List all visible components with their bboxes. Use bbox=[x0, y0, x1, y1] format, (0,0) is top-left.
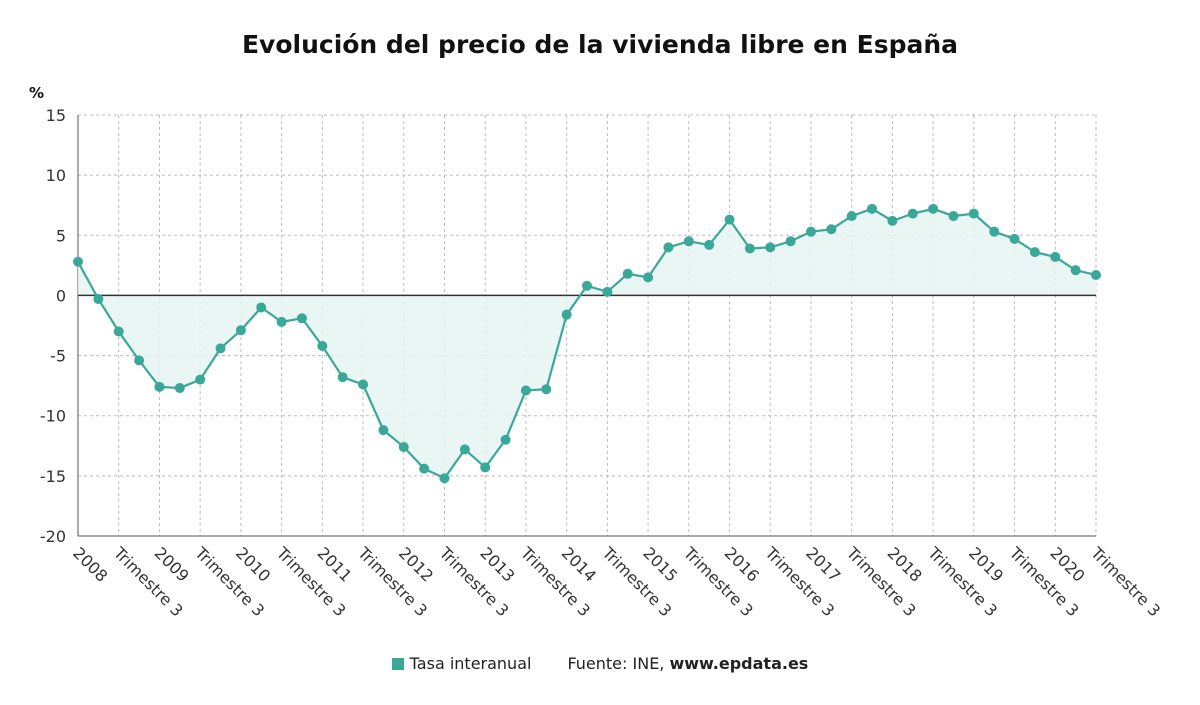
data-point bbox=[683, 236, 694, 247]
data-point bbox=[1029, 247, 1040, 258]
data-point bbox=[73, 256, 83, 267]
data-point bbox=[744, 243, 755, 254]
data-point bbox=[826, 224, 837, 235]
data-point bbox=[724, 214, 735, 225]
data-point bbox=[195, 374, 206, 385]
data-point bbox=[663, 242, 674, 253]
data-point bbox=[887, 215, 898, 226]
data-point bbox=[948, 211, 959, 222]
data-point bbox=[419, 463, 430, 474]
y-tick-label: -20 bbox=[40, 527, 66, 546]
data-point bbox=[602, 286, 613, 297]
data-point bbox=[989, 226, 1000, 237]
data-point bbox=[704, 239, 715, 250]
y-tick-label: 0 bbox=[56, 286, 66, 305]
data-point bbox=[1009, 233, 1020, 244]
data-point bbox=[459, 444, 470, 455]
data-point bbox=[1091, 269, 1101, 280]
data-point bbox=[582, 280, 592, 291]
data-point bbox=[846, 211, 857, 222]
data-point bbox=[174, 383, 185, 394]
source-site[interactable]: www.epdata.es bbox=[669, 654, 809, 673]
data-point bbox=[765, 242, 776, 253]
chart-footer: Tasa interanual Fuente: INE, www.epdata.e… bbox=[0, 654, 1200, 673]
x-tick-label: 2008 bbox=[69, 543, 111, 585]
data-point bbox=[541, 384, 552, 395]
data-point bbox=[215, 343, 226, 354]
data-point bbox=[561, 309, 572, 320]
legend-swatch bbox=[391, 658, 404, 670]
y-tick-label: 5 bbox=[56, 226, 66, 245]
data-point bbox=[643, 272, 654, 283]
data-point bbox=[358, 379, 369, 390]
x-tick-label: Trimestre 3 bbox=[1086, 543, 1164, 621]
data-point bbox=[134, 355, 145, 366]
y-tick-label: -15 bbox=[40, 467, 66, 486]
data-point bbox=[154, 381, 165, 392]
y-tick-label: 15 bbox=[46, 106, 66, 125]
data-point bbox=[928, 203, 939, 214]
data-point bbox=[907, 208, 918, 219]
y-axis-label: % bbox=[29, 84, 45, 102]
y-tick-label: -5 bbox=[50, 347, 66, 366]
data-point bbox=[235, 325, 246, 336]
data-point bbox=[93, 294, 104, 305]
y-tick-label: 10 bbox=[46, 166, 66, 185]
data-point bbox=[276, 316, 287, 327]
data-point bbox=[113, 326, 124, 337]
data-point bbox=[805, 226, 816, 237]
data-point bbox=[867, 203, 878, 214]
data-point bbox=[317, 340, 328, 351]
chart-title: Evolución del precio de la vivienda libr… bbox=[241, 30, 959, 59]
series-area bbox=[78, 208, 1096, 479]
data-point bbox=[378, 425, 389, 436]
data-point bbox=[968, 208, 979, 219]
data-point bbox=[337, 372, 348, 383]
source-prefix: Fuente: INE, bbox=[567, 654, 670, 673]
data-point bbox=[1050, 251, 1061, 262]
y-tick-label: -10 bbox=[40, 407, 66, 426]
data-point bbox=[296, 313, 307, 324]
data-point bbox=[1070, 265, 1081, 276]
data-point bbox=[785, 236, 796, 247]
data-point bbox=[398, 441, 409, 452]
data-point bbox=[256, 302, 267, 313]
data-point bbox=[622, 268, 633, 279]
data-point bbox=[439, 473, 450, 484]
legend-label: Tasa interanual bbox=[409, 654, 532, 673]
data-point bbox=[480, 462, 491, 473]
data-point bbox=[520, 385, 531, 396]
data-point bbox=[500, 434, 511, 445]
